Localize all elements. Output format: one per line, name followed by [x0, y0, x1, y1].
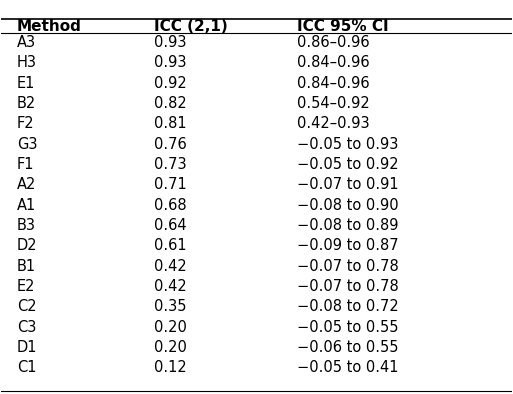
Text: −0.05 to 0.92: −0.05 to 0.92 [298, 157, 399, 172]
Text: B1: B1 [17, 259, 36, 274]
Text: 0.84–0.96: 0.84–0.96 [298, 55, 370, 70]
Text: 0.42: 0.42 [154, 279, 187, 294]
Text: −0.05 to 0.93: −0.05 to 0.93 [298, 137, 399, 152]
Text: 0.68: 0.68 [154, 198, 187, 213]
Text: 0.71: 0.71 [154, 177, 187, 192]
Text: −0.07 to 0.78: −0.07 to 0.78 [298, 259, 399, 274]
Text: −0.07 to 0.78: −0.07 to 0.78 [298, 279, 399, 294]
Text: −0.07 to 0.91: −0.07 to 0.91 [298, 177, 399, 192]
Text: 0.73: 0.73 [154, 157, 187, 172]
Text: 0.42–0.93: 0.42–0.93 [298, 116, 370, 131]
Text: −0.05 to 0.41: −0.05 to 0.41 [298, 361, 399, 375]
Text: H3: H3 [17, 55, 37, 70]
Text: 0.20: 0.20 [154, 320, 187, 335]
Text: 0.81: 0.81 [154, 116, 187, 131]
Text: 0.42: 0.42 [154, 259, 187, 274]
Text: 0.82: 0.82 [154, 96, 187, 111]
Text: 0.54–0.92: 0.54–0.92 [298, 96, 370, 111]
Text: C1: C1 [17, 361, 36, 375]
Text: 0.92: 0.92 [154, 76, 187, 91]
Text: C2: C2 [17, 299, 36, 314]
Text: Method: Method [17, 19, 82, 34]
Text: 0.64: 0.64 [154, 218, 187, 233]
Text: 0.93: 0.93 [154, 55, 187, 70]
Text: ICC 95% CI: ICC 95% CI [298, 19, 389, 34]
Text: B2: B2 [17, 96, 36, 111]
Text: E2: E2 [17, 279, 35, 294]
Text: −0.06 to 0.55: −0.06 to 0.55 [298, 340, 399, 355]
Text: 0.86–0.96: 0.86–0.96 [298, 35, 370, 50]
Text: A2: A2 [17, 177, 36, 192]
Text: D1: D1 [17, 340, 37, 355]
Text: 0.61: 0.61 [154, 238, 187, 253]
Text: A3: A3 [17, 35, 36, 50]
Text: −0.08 to 0.89: −0.08 to 0.89 [298, 218, 399, 233]
Text: 0.76: 0.76 [154, 137, 187, 152]
Text: D2: D2 [17, 238, 37, 253]
Text: E1: E1 [17, 76, 35, 91]
Text: −0.08 to 0.90: −0.08 to 0.90 [298, 198, 399, 213]
Text: A1: A1 [17, 198, 36, 213]
Text: G3: G3 [17, 137, 37, 152]
Text: 0.35: 0.35 [154, 299, 187, 314]
Text: −0.09 to 0.87: −0.09 to 0.87 [298, 238, 399, 253]
Text: ICC (2,1): ICC (2,1) [154, 19, 228, 34]
Text: 0.93: 0.93 [154, 35, 187, 50]
Text: B3: B3 [17, 218, 36, 233]
Text: −0.05 to 0.55: −0.05 to 0.55 [298, 320, 399, 335]
Text: 0.84–0.96: 0.84–0.96 [298, 76, 370, 91]
Text: C3: C3 [17, 320, 36, 335]
Text: F1: F1 [17, 157, 34, 172]
Text: −0.08 to 0.72: −0.08 to 0.72 [298, 299, 399, 314]
Text: 0.12: 0.12 [154, 361, 187, 375]
Text: F2: F2 [17, 116, 34, 131]
Text: 0.20: 0.20 [154, 340, 187, 355]
